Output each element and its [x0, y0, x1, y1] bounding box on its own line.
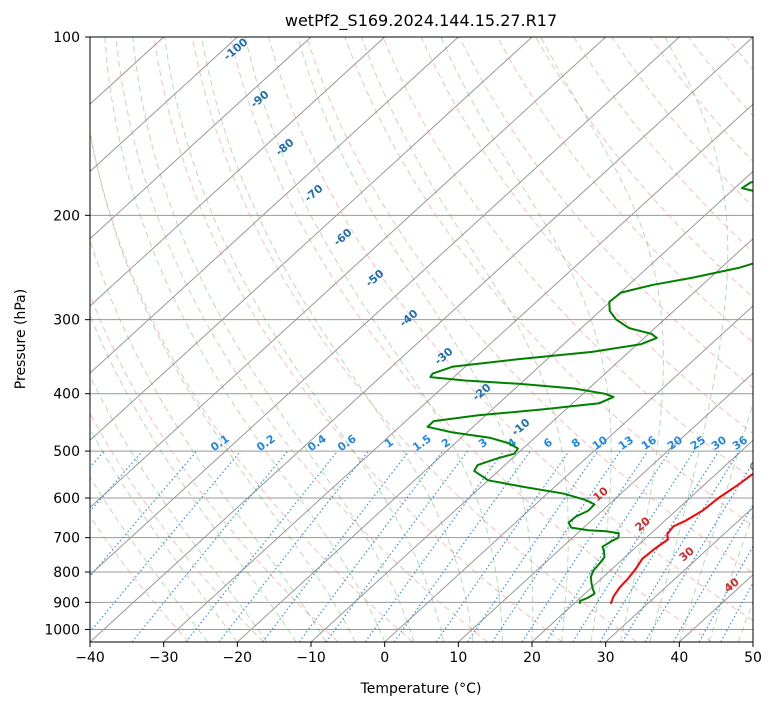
isotherm-line [310, 237, 753, 642]
isotherm-line [90, 37, 459, 374]
x-axis-title: Temperature (°C) [360, 681, 482, 697]
sounding-series [426, 180, 753, 605]
dry-adiabat-line [90, 515, 190, 642]
moist-adiabat-line [132, 37, 415, 642]
x-tick-label: 10 [449, 650, 467, 666]
moist-adiabat-line [90, 127, 356, 642]
x-tick-label: 0 [380, 650, 389, 666]
dry-adiabat-line [344, 37, 753, 527]
chart-title: wetPf2_S169.2024.144.15.27.R17 [285, 11, 557, 31]
y-tick-label: 900 [53, 595, 80, 611]
dry-adiabat-line [496, 37, 753, 344]
y-tick-label: 600 [53, 491, 80, 507]
parcel-marker [749, 462, 753, 471]
isotherm-line [90, 37, 533, 442]
x-tick-label: −20 [223, 650, 253, 666]
mixing-ratio-line [466, 450, 599, 642]
isotherm-line [90, 37, 386, 307]
mixing-ratio-line [131, 450, 289, 642]
isotherm-line [236, 170, 753, 642]
isotherm-line [605, 506, 753, 642]
isotherm-line [163, 103, 753, 642]
y-tick-label: 300 [53, 313, 80, 329]
x-tick-label: 30 [597, 650, 615, 666]
y-tick-label: 1000 [44, 622, 80, 638]
series-line-0 [609, 472, 753, 605]
mixing-ratio-line [185, 450, 339, 642]
y-axis-title: Pressure (hPa) [13, 289, 29, 389]
x-axis-ticks: −40 −30 −20 −10 0 10 20 30 40 50 [75, 642, 762, 666]
isotherm-line [531, 439, 753, 642]
mixing-ratio-line [364, 450, 505, 642]
mixing-ratio-line [545, 450, 671, 642]
mixing-ratio-line [572, 450, 695, 642]
dry-adiabat-line [115, 37, 488, 642]
moist-adiabat-line [90, 475, 209, 642]
moist-adiabat-line [361, 37, 569, 642]
isotherm-line [384, 305, 753, 642]
moist-adiabat-line [164, 37, 445, 642]
dry-adiabat-line [535, 37, 753, 298]
x-tick-label: −10 [296, 650, 326, 666]
mixing-ratio-line [325, 450, 468, 642]
dry-adiabat-line [153, 37, 563, 642]
x-tick-label: −40 [75, 650, 105, 666]
moist-adiabat-line [678, 401, 753, 642]
y-tick-label: 800 [53, 565, 80, 581]
isotherm-line [90, 37, 680, 576]
y-axis-ticks: 100 200 300 400 500 600 700 800 900 1000 [44, 30, 90, 638]
mixing-ratio-line [90, 450, 198, 578]
mixing-ratio-line [90, 450, 242, 633]
isotherm-lines [90, 37, 753, 642]
moist-adiabat-line [440, 37, 612, 642]
plot-frame [89, 36, 754, 643]
x-tick-label: 20 [523, 650, 541, 666]
x-tick-label: 50 [744, 650, 762, 666]
y-tick-label: 500 [53, 444, 80, 460]
isotherm-line [90, 37, 238, 173]
mixing-ratio-line [435, 450, 570, 642]
mixing-ratio-line [262, 450, 410, 642]
series-line-1 [426, 180, 753, 604]
mixing-ratio-lines [90, 450, 753, 642]
isotherm-line [90, 37, 607, 509]
moist-adiabat-line [104, 37, 386, 642]
y-tick-label: 400 [53, 387, 80, 403]
moist-adiabat-line [201, 37, 474, 642]
moist-adiabat-line [244, 37, 503, 642]
mixing-ratio-line [491, 450, 621, 642]
y-tick-label: 100 [53, 30, 80, 46]
mixing-ratio-line [393, 450, 531, 642]
mixing-ratio-line [298, 450, 444, 642]
isotherm-line [90, 37, 312, 240]
isotherm-line [90, 37, 753, 642]
moist-adiabat-line [540, 37, 664, 642]
dry-adiabat-line [268, 37, 753, 622]
plot-area: 0.1 0.2 0.4 0.6 1 1.5 2 3 4 6 8 10 13 16 20 25 30 36-100-… [90, 37, 753, 642]
dry-adiabat-line [229, 37, 712, 642]
moist-adiabat-line [649, 37, 729, 642]
mixing-ratio-line [521, 450, 649, 642]
y-tick-label: 700 [53, 531, 80, 547]
dry-adiabat-line [306, 37, 753, 574]
moist-adiabat-line [90, 427, 238, 642]
dry-adiabat-line [90, 131, 414, 642]
moist-adiabat-line [90, 313, 297, 642]
isotherm-line [457, 372, 753, 642]
y-tick-label: 200 [53, 208, 80, 224]
x-tick-label: 40 [670, 650, 688, 666]
moist-adiabat-line [90, 375, 268, 642]
mixing-ratio-line [621, 450, 740, 642]
isobar-grid [90, 37, 753, 630]
dry-adiabat-line [90, 412, 264, 642]
moist-adiabat-line [90, 238, 327, 642]
x-tick-label: −30 [149, 650, 179, 666]
dry-adiabat-line [382, 37, 753, 481]
